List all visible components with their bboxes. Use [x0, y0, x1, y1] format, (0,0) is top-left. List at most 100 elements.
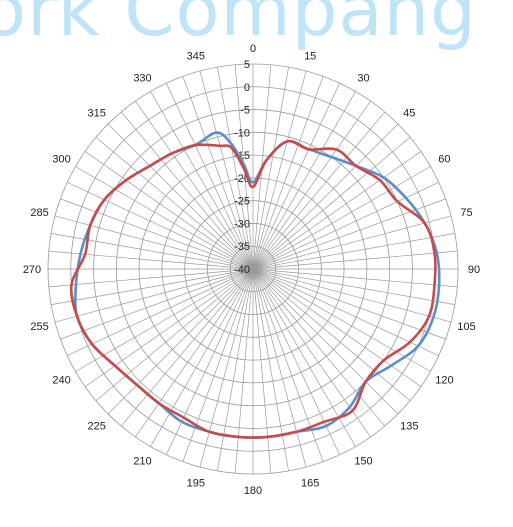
angle-tick-labels: 0 15 30 45 60 75 90 105 120 135 150 165 180 195 210 225… — [23, 43, 480, 497]
angle-tick-label: 90 — [468, 264, 480, 276]
grid-spoke — [199, 70, 254, 270]
grid-spoke — [252, 100, 371, 270]
angle-tick-label: 75 — [460, 207, 472, 219]
grid-spoke — [252, 268, 272, 474]
angle-tick-label: 210 — [133, 455, 151, 467]
grid-spoke — [252, 268, 371, 438]
grid-spoke — [252, 268, 386, 427]
grid-spoke — [120, 268, 254, 427]
angle-tick-label: 0 — [250, 43, 256, 55]
grid-spoke — [84, 151, 254, 270]
angle-tick-label: 60 — [438, 154, 450, 166]
grid-spoke — [95, 136, 254, 270]
grid-spoke — [252, 76, 324, 270]
grid-spoke — [252, 166, 431, 270]
grid-spoke — [84, 268, 254, 387]
grid-spoke — [252, 151, 422, 270]
grid-spoke — [48, 250, 254, 270]
grid-spoke — [252, 268, 439, 356]
grid-spoke — [252, 268, 446, 340]
grid-spoke — [252, 268, 452, 323]
grid-spoke — [252, 67, 289, 270]
radial-tick-label: -25 — [234, 196, 250, 208]
grid-spoke — [252, 268, 411, 402]
angle-tick-label: 255 — [30, 321, 48, 333]
grid-spoke — [252, 83, 340, 270]
grid-spoke — [54, 268, 254, 323]
grid-spoke — [95, 268, 254, 402]
grid-spoke — [217, 67, 254, 270]
grid-spoke — [150, 268, 254, 447]
angle-tick-label: 300 — [52, 154, 70, 166]
grid-spoke — [252, 250, 458, 270]
grid-spoke — [60, 198, 254, 270]
grid-spoke — [67, 268, 254, 356]
grid-spoke — [135, 268, 254, 438]
grid-spoke — [182, 76, 254, 270]
radial-tick-label: -5 — [240, 105, 250, 117]
grid-spoke — [252, 111, 386, 270]
angle-tick-label: 315 — [88, 108, 106, 120]
radial-tick-label: -10 — [234, 127, 250, 139]
angle-tick-label: 15 — [304, 51, 316, 63]
grid-spoke — [252, 123, 399, 270]
grid-spoke — [252, 268, 307, 468]
grid-spoke — [48, 268, 254, 288]
grid-spoke — [54, 215, 254, 270]
angle-tick-label: 45 — [403, 108, 415, 120]
grid-spoke — [75, 268, 254, 372]
angle-tick-label: 135 — [400, 420, 418, 432]
grid-spoke — [252, 136, 411, 270]
grid-spoke — [199, 268, 254, 468]
angle-tick-label: 270 — [23, 264, 41, 276]
grid-spoke — [107, 268, 254, 415]
series-layer — [69, 131, 441, 439]
grid-spoke — [166, 268, 254, 455]
polar-grid — [47, 63, 459, 475]
grid-spoke — [252, 268, 458, 288]
grid-spoke — [234, 268, 254, 474]
grid-spoke — [75, 166, 254, 270]
series-line-2 — [69, 139, 437, 439]
angle-tick-label: 180 — [244, 485, 262, 497]
grid-spoke — [120, 111, 254, 270]
angle-tick-label: 330 — [133, 73, 151, 85]
angle-tick-label: 240 — [52, 375, 70, 387]
angle-tick-label: 150 — [354, 455, 372, 467]
grid-spoke — [252, 268, 455, 305]
radial-tick-label: 0 — [244, 82, 250, 94]
grid-spoke — [217, 268, 254, 471]
grid-spoke — [182, 268, 254, 462]
grid-spoke — [252, 268, 399, 415]
angle-tick-label: 165 — [301, 477, 319, 489]
grid-spoke — [252, 268, 431, 372]
watermark-text: ork Compang — [0, 0, 477, 52]
grid-spoke — [60, 268, 254, 340]
angle-tick-label: 285 — [30, 207, 48, 219]
grid-spoke — [107, 123, 254, 270]
angle-tick-label: 120 — [435, 375, 453, 387]
grid-spoke — [252, 70, 307, 270]
grid-spoke — [252, 198, 446, 270]
angle-tick-label: 30 — [357, 73, 369, 85]
grid-spoke — [252, 268, 340, 455]
radial-tick-label: 5 — [244, 59, 250, 71]
grid-spoke — [166, 83, 254, 270]
grid-spoke — [252, 268, 422, 387]
grid-spoke — [51, 268, 254, 305]
grid-spoke — [252, 215, 452, 270]
angle-tick-label: 195 — [187, 477, 205, 489]
angle-tick-label: 225 — [88, 420, 106, 432]
watermark: ork Compang — [0, 0, 513, 78]
radial-tick-label: -40 — [234, 264, 250, 276]
grid-spoke — [252, 268, 289, 471]
grid-spoke — [252, 233, 455, 270]
angle-tick-label: 105 — [457, 321, 475, 333]
grid-spoke — [252, 91, 356, 270]
grid-spoke — [252, 182, 439, 270]
radial-tick-label: -30 — [234, 218, 250, 230]
angle-tick-label: 345 — [187, 51, 205, 63]
grid-spoke — [150, 91, 254, 270]
grid-spoke — [135, 100, 254, 270]
